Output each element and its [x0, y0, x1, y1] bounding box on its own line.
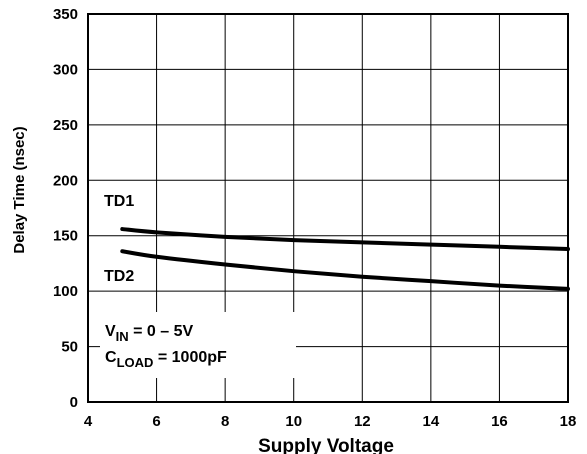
x-tick-label-16: 16 — [491, 413, 508, 430]
y-tick-label-0: 0 — [70, 394, 78, 411]
y-axis-label: Delay Time (nsec) — [11, 126, 28, 253]
condition-vin-value: = 0 – 5V — [129, 323, 194, 340]
x-tick-label-4: 4 — [84, 413, 93, 430]
tick-labels: 4 6 8 10 12 14 16 18 0 50 100 150 200 250 300 350 — [53, 6, 576, 430]
y-tick-label-300: 300 — [53, 61, 78, 78]
y-tick-label-100: 100 — [53, 283, 78, 300]
conditions-box-bg — [100, 312, 296, 378]
x-tick-label-18: 18 — [560, 413, 577, 430]
y-tick-label-350: 350 — [53, 6, 78, 23]
y-tick-label-200: 200 — [53, 172, 78, 189]
series-label-td1: TD1 — [104, 193, 134, 210]
y-tick-label-250: 250 — [53, 117, 78, 134]
condition-vin-symbol: V — [105, 323, 116, 340]
x-tick-label-12: 12 — [354, 413, 371, 430]
series-lines — [120, 227, 570, 291]
x-axis-label: Supply Voltage — [258, 436, 394, 454]
plot-frame — [87, 13, 569, 403]
x-tick-label-14: 14 — [423, 413, 440, 430]
condition-cload: CLOAD = 1000pF — [105, 349, 227, 370]
x-tick-label-6: 6 — [152, 413, 160, 430]
condition-cload-symbol: C — [105, 349, 117, 366]
condition-cload-value: = 1000pF — [153, 349, 227, 366]
condition-vin-subscript: IN — [116, 329, 129, 344]
x-tick-label-10: 10 — [285, 413, 302, 430]
x-tick-label-8: 8 — [221, 413, 229, 430]
series-label-td2: TD2 — [104, 268, 134, 285]
y-tick-label-50: 50 — [61, 339, 78, 356]
series-line-td1 — [120, 227, 570, 252]
condition-cload-subscript: LOAD — [117, 355, 154, 370]
condition-vin: VIN = 0 – 5V — [105, 323, 193, 344]
series-line-td2 — [120, 249, 570, 291]
y-tick-label-150: 150 — [53, 228, 78, 245]
